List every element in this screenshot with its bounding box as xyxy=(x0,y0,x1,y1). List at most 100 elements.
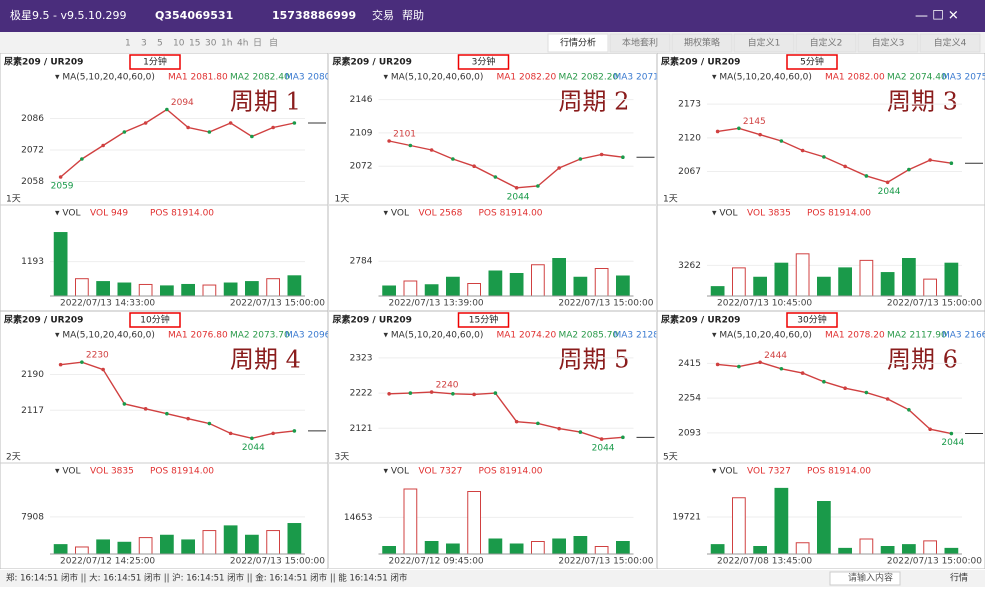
price-point xyxy=(800,148,805,153)
phone: 15738886999 xyxy=(272,9,356,22)
price-line xyxy=(60,108,295,178)
interval-button[interactable]: 1 xyxy=(125,39,131,49)
span-label: 5天 xyxy=(663,453,678,463)
volume-bar xyxy=(838,547,852,555)
price-point xyxy=(758,132,762,137)
interval-button[interactable]: 1h xyxy=(221,39,232,49)
interval-button[interactable]: 自 xyxy=(269,37,278,49)
price-point xyxy=(536,184,540,188)
tab[interactable] xyxy=(919,33,981,53)
volume-bar xyxy=(552,538,566,555)
tab[interactable] xyxy=(671,33,733,53)
pos-value: POS 81914.00 xyxy=(150,467,214,477)
period-selector: 15分钟 xyxy=(469,314,498,326)
vol-tick-label: 19721 xyxy=(672,513,701,523)
vol-value: VOL 949 xyxy=(90,209,128,219)
volume-bar xyxy=(245,281,259,297)
interval-button[interactable]: 15 xyxy=(189,39,200,49)
window-controls[interactable]: — ☐ ✕ xyxy=(915,9,959,24)
price-point xyxy=(822,379,826,384)
menu-item[interactable]: 交易 xyxy=(372,8,394,22)
price-point xyxy=(472,164,476,168)
pos-value: POS 81914.00 xyxy=(807,209,871,219)
ma3: MA3 2096.4 xyxy=(285,331,339,341)
price-point xyxy=(143,407,148,411)
period-box[interactable] xyxy=(457,312,510,328)
volume-bar xyxy=(880,272,895,297)
period-box[interactable] xyxy=(129,312,181,328)
chart-panel: 尿素209 / UR209 3分钟 ▾ MA(5,10,20,40,60,0) MA1… xyxy=(328,53,657,311)
interval-button[interactable]: 3 xyxy=(141,39,147,49)
start-time: 2022/07/12 14:25:00 xyxy=(60,557,155,567)
volume-bar xyxy=(616,541,630,555)
y-tick-label: 2146 xyxy=(350,95,373,105)
end-time: 2022/07/13 15:00:00 xyxy=(887,299,982,309)
y-tick-label: 2072 xyxy=(21,146,44,156)
period-box[interactable] xyxy=(457,54,510,70)
price-point xyxy=(250,134,254,139)
price-point xyxy=(843,164,847,169)
price-point xyxy=(186,125,190,130)
volume-bar xyxy=(838,267,852,297)
interval-button[interactable]: 30 xyxy=(205,39,217,49)
volume-bar xyxy=(467,491,481,555)
panel-title: 尿素209 / UR209 xyxy=(4,56,83,68)
start-time: 2022/07/13 10:45:00 xyxy=(717,299,812,309)
end-time: 2022/07/13 15:00:00 xyxy=(230,557,325,567)
interval-button[interactable]: 10 xyxy=(173,39,185,49)
period-label: 周期 3 xyxy=(887,88,958,116)
pos-value: POS 81914.00 xyxy=(479,467,543,477)
interval-button[interactable]: 5 xyxy=(157,39,163,49)
price-point xyxy=(536,421,540,426)
tab[interactable] xyxy=(609,33,671,53)
price-point xyxy=(292,121,297,125)
price-point xyxy=(387,391,391,396)
tab-label: 本地套利 xyxy=(622,37,658,49)
menu-item[interactable]: 帮助 xyxy=(402,8,424,22)
volume-bar xyxy=(382,285,396,297)
volume-bar xyxy=(53,544,68,555)
tab[interactable] xyxy=(547,33,609,53)
vol-name: ▾ VOL xyxy=(55,209,80,219)
tab[interactable] xyxy=(795,33,857,53)
volume-bar xyxy=(117,541,132,555)
price-point xyxy=(387,139,391,143)
panel-title: 尿素209 / UR209 xyxy=(661,314,740,326)
tab[interactable] xyxy=(733,33,795,53)
volume-bar xyxy=(266,530,280,555)
price-line xyxy=(60,361,295,439)
interval-button[interactable]: 4h xyxy=(237,39,248,49)
price-point xyxy=(271,431,275,436)
volume-bar xyxy=(859,259,874,297)
interval-button[interactable]: 日 xyxy=(253,38,262,49)
vol-tick-label: 3262 xyxy=(678,261,701,271)
price-point xyxy=(621,435,625,440)
user-id[interactable]: Q354069531 xyxy=(155,9,233,22)
price-point xyxy=(122,402,127,406)
search-box[interactable] xyxy=(829,571,901,586)
price-point xyxy=(472,392,476,397)
volume-bar xyxy=(488,270,503,297)
pos-value: POS 81914.00 xyxy=(150,209,214,219)
vol-tick-label: 2784 xyxy=(350,257,373,267)
price-point xyxy=(165,411,169,416)
volume-bar xyxy=(753,546,767,555)
tab-label: 自定义3 xyxy=(872,37,905,49)
volume-bar xyxy=(616,275,630,297)
price-point xyxy=(429,390,434,394)
tab[interactable] xyxy=(857,33,919,53)
ma3: MA3 2128.3 xyxy=(614,331,668,341)
ma1: MA1 2076.80 xyxy=(168,331,228,341)
y-tick-label: 2086 xyxy=(21,114,44,124)
period-selector: 10分钟 xyxy=(140,314,169,326)
tab-label: 期权策略 xyxy=(684,37,720,49)
panel-title: 尿素209 / UR209 xyxy=(4,314,83,326)
period-box[interactable] xyxy=(786,312,838,328)
low-label: 2044 xyxy=(941,438,964,448)
volume-bar xyxy=(531,541,545,555)
volume-bar xyxy=(202,284,217,297)
period-box[interactable] xyxy=(129,54,181,70)
vol-value: VOL 7327 xyxy=(747,467,791,477)
period-box[interactable] xyxy=(786,54,838,70)
